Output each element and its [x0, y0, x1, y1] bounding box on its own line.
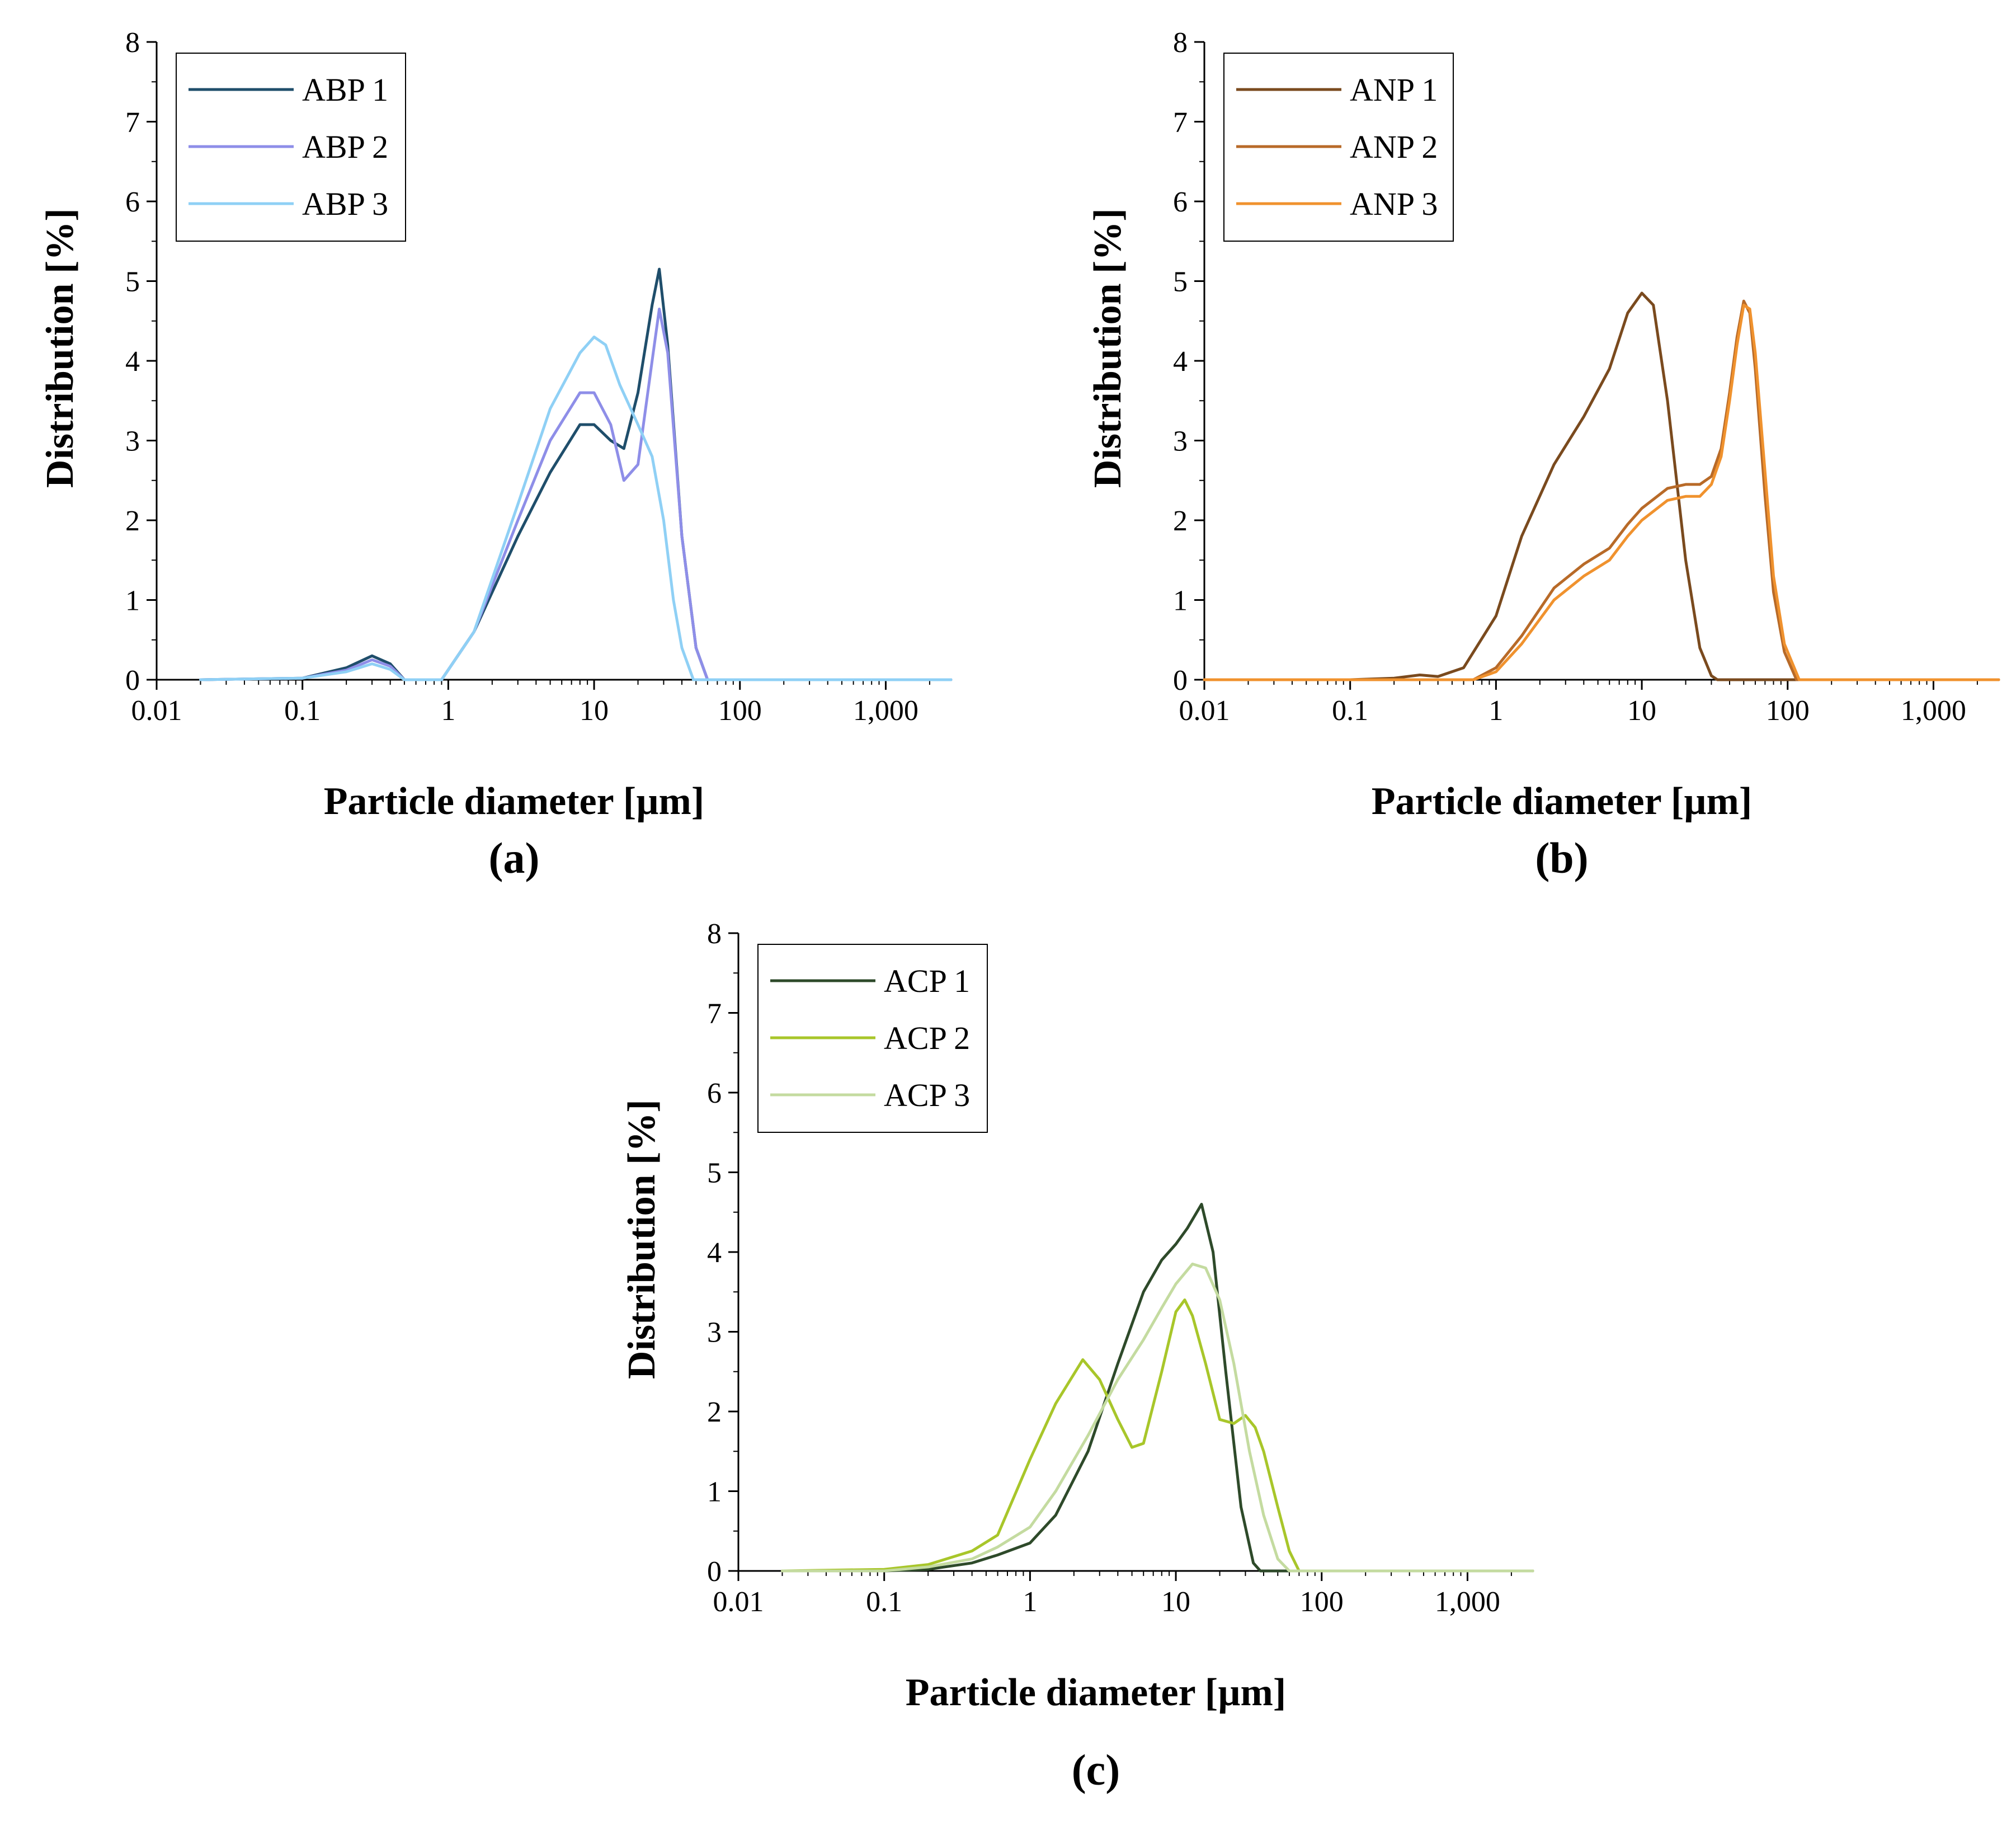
- legend: ACP 1 ACP 2 ACP 3: [757, 944, 988, 1133]
- y-tick-label: 2: [125, 505, 140, 537]
- y-tick-label: 2: [707, 1396, 722, 1428]
- series-line-anp-2: [1203, 299, 2000, 681]
- y-tick-label: 7: [125, 107, 140, 139]
- y-tick-label: 0: [1173, 665, 1188, 697]
- series-line-abp-2: [199, 307, 953, 681]
- x-tick-label: 100: [1766, 695, 1810, 727]
- x-tick-label: 100: [1300, 1586, 1344, 1618]
- legend-entry-label: ANP 2: [1350, 129, 1438, 165]
- series-line-acp-3: [781, 1262, 1534, 1573]
- y-tick-label: 4: [125, 346, 140, 378]
- y-tick-label: 0: [707, 1556, 722, 1588]
- y-tick-label: 5: [1173, 266, 1188, 298]
- y-tick-label: 3: [707, 1317, 722, 1349]
- x-axis-title: Particle diameter [µm]: [906, 1671, 1286, 1714]
- x-tick-label: 0.1: [1332, 695, 1368, 727]
- x-tick-label: 10: [580, 695, 609, 727]
- x-tick-label: 10: [1627, 695, 1656, 727]
- x-tick-label: 0.1: [284, 695, 321, 727]
- panel-label: (b): [1535, 834, 1588, 882]
- y-tick-label: 5: [707, 1157, 722, 1189]
- y-tick-label: 8: [1173, 27, 1188, 59]
- series-line-anp-1: [1203, 291, 2000, 681]
- legend-entry-label: ACP 3: [884, 1077, 970, 1113]
- legend: ANP 1 ANP 2 ANP 3: [1223, 53, 1454, 242]
- y-tick-label: 1: [125, 585, 140, 617]
- panel-label: (c): [1072, 1745, 1120, 1794]
- y-axis-title: Distribution [%]: [1086, 208, 1129, 488]
- y-tick-label: 8: [125, 27, 140, 59]
- series-line-acp-2: [781, 1298, 1534, 1573]
- y-tick-label: 0: [125, 665, 140, 697]
- legend-entry-label: ACP 1: [884, 963, 970, 999]
- y-axis-title: Distribution [%]: [620, 1099, 663, 1379]
- y-tick-label: 2: [1173, 505, 1188, 537]
- x-tick-label: 1: [1489, 695, 1503, 727]
- x-tick-label: 1,000: [1901, 695, 1966, 727]
- y-tick-label: 6: [1173, 186, 1188, 218]
- x-tick-label: 10: [1161, 1586, 1190, 1618]
- x-tick-label: 1,000: [853, 695, 918, 727]
- legend-entry-label: ABP 2: [302, 129, 388, 165]
- y-tick-label: 7: [707, 998, 722, 1030]
- y-tick-label: 4: [1173, 346, 1188, 378]
- y-tick-label: 5: [125, 266, 140, 298]
- x-axis-title: Particle diameter [µm]: [324, 780, 704, 823]
- y-tick-label: 7: [1173, 107, 1188, 139]
- x-tick-label: 0.01: [1179, 695, 1230, 727]
- panel-label: (a): [489, 834, 540, 882]
- series-line-anp-3: [1203, 303, 2000, 681]
- y-tick-label: 4: [707, 1237, 722, 1269]
- y-tick-label: 6: [125, 186, 140, 218]
- y-tick-label: 3: [125, 426, 140, 458]
- x-axis-title: Particle diameter [µm]: [1372, 780, 1752, 823]
- series-line-abp-3: [199, 335, 953, 681]
- x-tick-label: 0.01: [131, 695, 182, 727]
- chart-panel-3: 0 1 2 3 4 5 6 7 8 0.01 0.1 1 10 100 1,000 Particle diam…: [620, 918, 1534, 1794]
- y-tick-label: 1: [1173, 585, 1188, 617]
- legend-entry-label: ABP 3: [302, 186, 388, 222]
- x-tick-label: 1: [441, 695, 455, 727]
- y-tick-label: 6: [707, 1077, 722, 1109]
- x-tick-label: 0.01: [713, 1586, 764, 1618]
- y-tick-label: 3: [1173, 426, 1188, 458]
- chart-panel-2: 0 1 2 3 4 5 6 7 8 0.01 0.1 1 10 100 1,000 Particle diam…: [1086, 27, 2000, 882]
- x-tick-label: 0.1: [866, 1586, 902, 1618]
- y-tick-label: 8: [707, 918, 722, 950]
- legend-entry-label: ANP 1: [1350, 72, 1438, 108]
- legend-entry-label: ACP 2: [884, 1020, 970, 1056]
- y-tick-label: 1: [707, 1476, 722, 1508]
- x-tick-label: 1,000: [1435, 1586, 1500, 1618]
- series-line-abp-1: [199, 267, 953, 681]
- x-tick-label: 100: [718, 695, 762, 727]
- chart-panel-1: 0 1 2 3 4 5 6 7 8 0.01 0.1 1 10 100 1,000 Particle diam…: [39, 27, 953, 882]
- y-axis-title: Distribution [%]: [39, 208, 82, 488]
- legend-entry-label: ANP 3: [1350, 186, 1438, 222]
- series-line-acp-1: [781, 1203, 1534, 1573]
- legend: ABP 1 ABP 2 ABP 3: [176, 53, 406, 242]
- legend-entry-label: ABP 1: [302, 72, 388, 108]
- x-tick-label: 1: [1023, 1586, 1037, 1618]
